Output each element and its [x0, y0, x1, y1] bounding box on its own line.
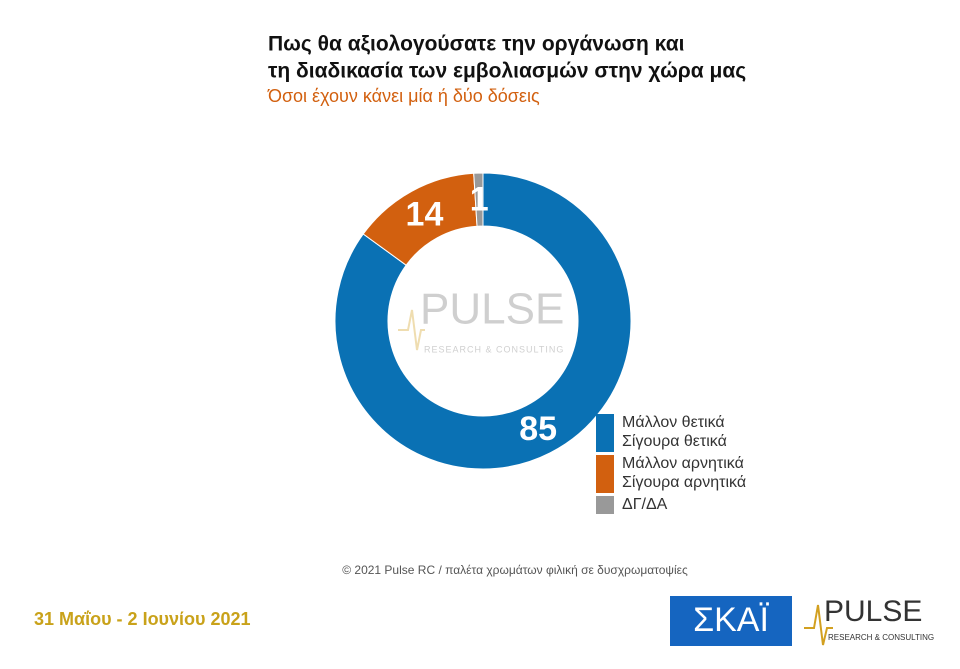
- skai-logo-text: ΣΚΑΪ: [693, 601, 769, 639]
- legend-swatch: [596, 414, 614, 452]
- pulse-logo-wave: [804, 604, 833, 646]
- watermark-brand: PULSE: [420, 285, 564, 334]
- footer-credit: © 2021 Pulse RC / παλέτα χρωμάτων φιλική…: [342, 563, 688, 577]
- donut-segment: [473, 172, 484, 227]
- data-label: 1: [470, 181, 489, 219]
- legend-label: Μάλλον αρνητικά: [622, 455, 744, 472]
- pulse-logo-text: PULSE: [824, 595, 922, 628]
- footer-date: 31 Μαΐου - 2 Ιουνίου 2021: [34, 609, 251, 629]
- title-line: Πως θα αξιολογούσατε την οργάνωση και: [268, 33, 685, 56]
- legend-label: Μάλλον θετικά: [622, 414, 725, 431]
- legend-swatch: [596, 455, 614, 493]
- watermark-tagline: RESEARCH & CONSULTING: [424, 344, 564, 354]
- legend-label: Σίγουρα θετικά: [622, 433, 727, 450]
- data-label: 85: [519, 410, 557, 448]
- title-line: τη διαδικασία των εμβολιασμών στην χώρα …: [268, 60, 746, 83]
- legend: Μάλλον θετικά Σίγουρα θετικά Μάλλον αρνητι…: [596, 414, 746, 514]
- watermark: PULSE RESEARCH & CONSULTING: [398, 285, 564, 354]
- data-label: 14: [406, 196, 444, 234]
- skai-logo: [670, 596, 792, 646]
- legend-label: Σίγουρα αρνητικά: [622, 474, 746, 491]
- pulse-logo-tagline: RESEARCH & CONSULTING: [828, 633, 934, 642]
- subtitle: Όσοι έχουν κάνει μία ή δύο δόσεις: [267, 86, 540, 106]
- donut-segment: [334, 172, 632, 470]
- legend-label: ΔΓ/ΔΑ: [622, 496, 668, 513]
- legend-swatch: [596, 496, 614, 514]
- watermark-pulse: [398, 309, 425, 351]
- donut: 85 14 1: [334, 172, 632, 470]
